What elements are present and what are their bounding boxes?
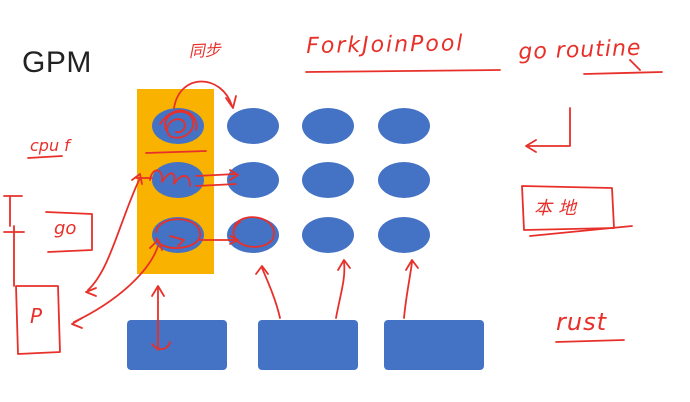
- grid-node-r2-c3: [302, 162, 354, 198]
- local-underline: [529, 225, 633, 237]
- hook-box1: [151, 341, 171, 350]
- arrow-head-go-line: [131, 173, 143, 185]
- grid-node-r3-c1: [152, 217, 204, 253]
- arrow-head-p-line: [149, 239, 163, 251]
- grid-node-r2-c2: [227, 162, 279, 198]
- bent-arrow-head: [525, 139, 537, 153]
- forkjoin-underline: [305, 69, 501, 73]
- up-arrow-box1-head: [151, 285, 165, 297]
- up-arrow-box3-head: [337, 259, 351, 271]
- arrow-left-p: [71, 317, 83, 329]
- small-arrow-row3: [169, 235, 185, 247]
- bent-arrow: [527, 107, 571, 147]
- grid-node-r1-c4: [378, 108, 430, 144]
- grid-node-r1-c2: [227, 108, 279, 144]
- up-arrow-box4-head: [405, 259, 419, 271]
- annotation-p: P: [30, 304, 43, 328]
- annotation-rust: rust: [556, 308, 607, 336]
- go-box-outline: [45, 211, 93, 253]
- grid-node-r2-c4: [378, 162, 430, 198]
- line-go-box: [87, 177, 141, 291]
- annotation-top-chars: 同步: [188, 40, 222, 61]
- annotation-go: go: [54, 218, 77, 239]
- annotation-cpu: cpu f: [30, 136, 70, 155]
- arrow-head-top: [225, 95, 237, 109]
- up-arrow-box3: [335, 261, 346, 319]
- scribble-node-2: [149, 169, 191, 187]
- arrow-row2-a: [195, 173, 237, 177]
- arrow-row2-b: [195, 183, 237, 187]
- thread-box-2: [258, 320, 358, 370]
- arrow-row2-head: [229, 169, 239, 181]
- goroutine-underline: [583, 71, 663, 75]
- rust-underline: [555, 339, 625, 343]
- circle-node-3b: [232, 216, 275, 248]
- grid-node-r1-c3: [302, 108, 354, 144]
- annotation-local: 本地: [534, 198, 582, 219]
- grid-node-r3-c3: [302, 217, 354, 253]
- arrow-left-go: [85, 287, 97, 297]
- thread-boxes: [127, 320, 484, 370]
- arrow-row3-head: [229, 235, 239, 245]
- thread-box-3: [384, 320, 484, 370]
- node-grid: [152, 108, 430, 253]
- underline-node-1: [145, 150, 207, 154]
- circle-node-3a: [155, 218, 201, 249]
- grid-node-r3-c4: [378, 217, 430, 253]
- annotation-forkjoin: ForkJoinPool: [306, 31, 465, 59]
- scribble-node-1: [159, 109, 198, 139]
- cpu-underline: [27, 155, 63, 159]
- up-arrow-box4: [403, 261, 413, 319]
- p-box-outline: [15, 285, 61, 355]
- up-arrow-box2-head: [255, 265, 269, 275]
- tick-mark: [629, 59, 641, 71]
- annotation-goroutine: go routine: [518, 35, 642, 65]
- up-arrow-box2: [261, 267, 281, 319]
- diagram-title: GPM: [22, 46, 92, 79]
- left-sketch-line: [3, 195, 25, 287]
- arrow-arc-top: [173, 80, 233, 109]
- line-p-box: [73, 245, 159, 323]
- ink-strokes: [3, 59, 663, 355]
- thread-box-1: [127, 320, 227, 370]
